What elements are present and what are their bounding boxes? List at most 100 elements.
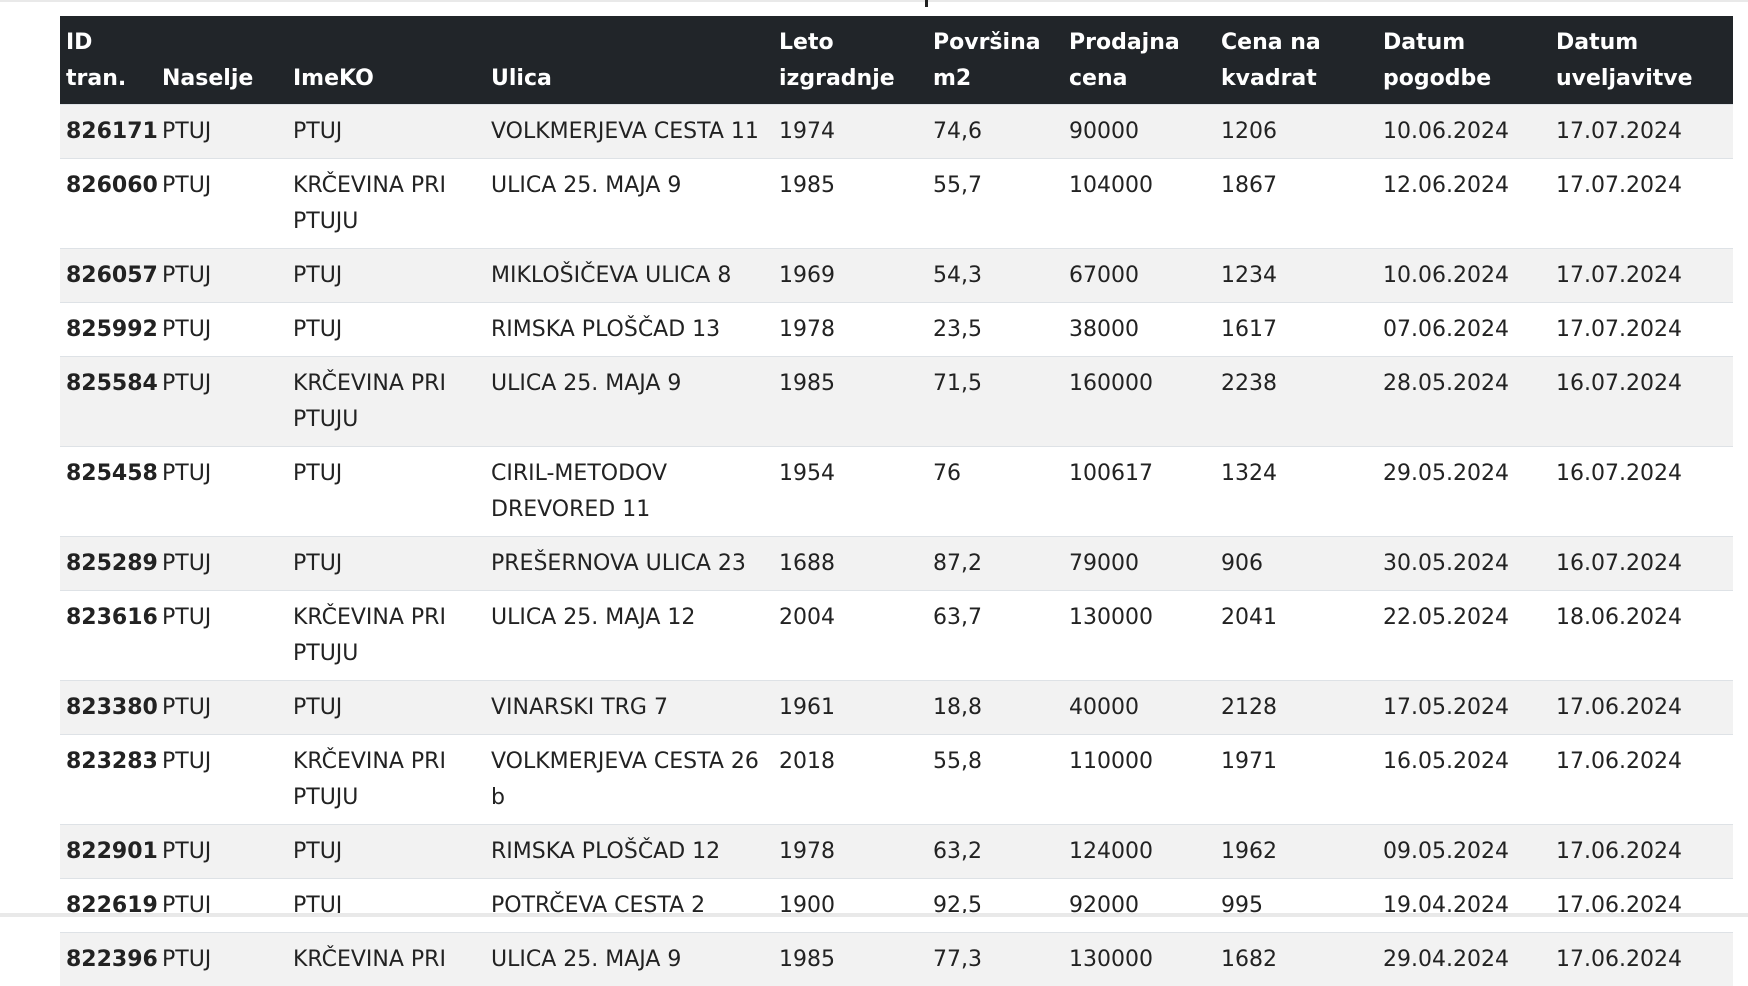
- cell-datum-uveljavitve: 17.07.2024: [1550, 249, 1733, 303]
- cell-povrsina: 77,3: [927, 933, 1063, 986]
- cell-leto-izgradnje: 1985: [773, 159, 927, 249]
- table-container: ID tran. Naselje ImeKO Ulica Leto izgrad…: [60, 16, 1733, 986]
- column-header-imeko[interactable]: ImeKO: [287, 16, 485, 105]
- cell-prodajna-cena: 160000: [1063, 357, 1215, 447]
- cell-cena-na-kvadrat: 995: [1215, 879, 1377, 933]
- column-header-cena-na-kvadrat[interactable]: Cena na kvadrat: [1215, 16, 1377, 105]
- cell-cena-na-kvadrat: 1682: [1215, 933, 1377, 986]
- cell-id: 822396: [60, 933, 156, 986]
- cell-cena-na-kvadrat: 1206: [1215, 105, 1377, 159]
- column-header-id[interactable]: ID tran.: [60, 16, 156, 105]
- cell-naselje: PTUJ: [156, 681, 287, 735]
- cell-imeko: KRČEVINA PRI PTUJU: [287, 159, 485, 249]
- cell-datum-pogodbe: 10.06.2024: [1377, 105, 1550, 159]
- cell-ulica: PREŠERNOVA ULICA 23: [485, 537, 773, 591]
- cell-datum-uveljavitve: 17.07.2024: [1550, 159, 1733, 249]
- cell-naselje: PTUJ: [156, 735, 287, 825]
- cell-povrsina: 63,2: [927, 825, 1063, 879]
- column-header-prodajna-cena[interactable]: Prodajna cena: [1063, 16, 1215, 105]
- cell-naselje: PTUJ: [156, 249, 287, 303]
- cell-datum-pogodbe: 16.05.2024: [1377, 735, 1550, 825]
- cell-naselje: PTUJ: [156, 591, 287, 681]
- cell-imeko: KRČEVINA PRI PTUJU: [287, 357, 485, 447]
- cell-povrsina: 76: [927, 447, 1063, 537]
- cell-leto-izgradnje: 1985: [773, 357, 927, 447]
- cell-id: 825584: [60, 357, 156, 447]
- cell-povrsina: 55,8: [927, 735, 1063, 825]
- cell-imeko: PTUJ: [287, 249, 485, 303]
- cell-cena-na-kvadrat: 1867: [1215, 159, 1377, 249]
- cell-datum-uveljavitve: 17.06.2024: [1550, 879, 1733, 933]
- cell-prodajna-cena: 67000: [1063, 249, 1215, 303]
- cell-naselje: PTUJ: [156, 159, 287, 249]
- cell-id: 826171: [60, 105, 156, 159]
- column-header-povrsina[interactable]: Površina m2: [927, 16, 1063, 105]
- cell-imeko: PTUJ: [287, 303, 485, 357]
- column-header-leto-izgradnje[interactable]: Leto izgradnje: [773, 16, 927, 105]
- cell-leto-izgradnje: 2018: [773, 735, 927, 825]
- top-marker: [925, 0, 928, 7]
- cell-leto-izgradnje: 1969: [773, 249, 927, 303]
- cell-naselje: PTUJ: [156, 825, 287, 879]
- cell-imeko: PTUJ: [287, 681, 485, 735]
- column-header-datum-uveljavitve[interactable]: Datum uveljavitve: [1550, 16, 1733, 105]
- column-header-naselje[interactable]: Naselje: [156, 16, 287, 105]
- cell-datum-uveljavitve: 17.06.2024: [1550, 681, 1733, 735]
- cell-prodajna-cena: 38000: [1063, 303, 1215, 357]
- cell-datum-uveljavitve: 17.07.2024: [1550, 303, 1733, 357]
- cell-id: 823380: [60, 681, 156, 735]
- cell-imeko: PTUJ: [287, 447, 485, 537]
- cell-imeko: KRČEVINA PRI PTUJU: [287, 591, 485, 681]
- cell-povrsina: 87,2: [927, 537, 1063, 591]
- cell-prodajna-cena: 79000: [1063, 537, 1215, 591]
- cell-id: 823616: [60, 591, 156, 681]
- cell-id: 826060: [60, 159, 156, 249]
- cell-cena-na-kvadrat: 2041: [1215, 591, 1377, 681]
- cell-povrsina: 18,8: [927, 681, 1063, 735]
- cell-id: 825289: [60, 537, 156, 591]
- cell-naselje: PTUJ: [156, 447, 287, 537]
- column-header-ulica[interactable]: Ulica: [485, 16, 773, 105]
- cell-datum-uveljavitve: 17.06.2024: [1550, 933, 1733, 986]
- cell-datum-pogodbe: 30.05.2024: [1377, 537, 1550, 591]
- cell-ulica: VINARSKI TRG 7: [485, 681, 773, 735]
- cell-ulica: RIMSKA PLOŠČAD 13: [485, 303, 773, 357]
- cell-id: 822619: [60, 879, 156, 933]
- cell-cena-na-kvadrat: 1324: [1215, 447, 1377, 537]
- cell-ulica: CIRIL-METODOV DREVORED 11: [485, 447, 773, 537]
- cell-datum-uveljavitve: 16.07.2024: [1550, 447, 1733, 537]
- cell-prodajna-cena: 130000: [1063, 933, 1215, 986]
- cell-datum-uveljavitve: 17.06.2024: [1550, 735, 1733, 825]
- cell-ulica: POTRČEVA CESTA 2: [485, 879, 773, 933]
- cell-ulica: ULICA 25. MAJA 9: [485, 357, 773, 447]
- cell-prodajna-cena: 100617: [1063, 447, 1215, 537]
- cell-id: 825458: [60, 447, 156, 537]
- cell-ulica: ULICA 25. MAJA 9: [485, 159, 773, 249]
- cell-datum-pogodbe: 17.05.2024: [1377, 681, 1550, 735]
- cell-ulica: MIKLOŠIČEVA ULICA 8: [485, 249, 773, 303]
- cell-imeko: PTUJ: [287, 105, 485, 159]
- transactions-table: ID tran. Naselje ImeKO Ulica Leto izgrad…: [60, 16, 1733, 986]
- column-header-datum-pogodbe[interactable]: Datum pogodbe: [1377, 16, 1550, 105]
- cell-datum-uveljavitve: 18.06.2024: [1550, 591, 1733, 681]
- cell-imeko: PTUJ: [287, 537, 485, 591]
- cell-datum-pogodbe: 12.06.2024: [1377, 159, 1550, 249]
- cell-cena-na-kvadrat: 1234: [1215, 249, 1377, 303]
- cell-leto-izgradnje: 1954: [773, 447, 927, 537]
- cell-datum-pogodbe: 29.04.2024: [1377, 933, 1550, 986]
- cell-naselje: PTUJ: [156, 105, 287, 159]
- cell-datum-pogodbe: 19.04.2024: [1377, 879, 1550, 933]
- cell-id: 825992: [60, 303, 156, 357]
- cell-cena-na-kvadrat: 2128: [1215, 681, 1377, 735]
